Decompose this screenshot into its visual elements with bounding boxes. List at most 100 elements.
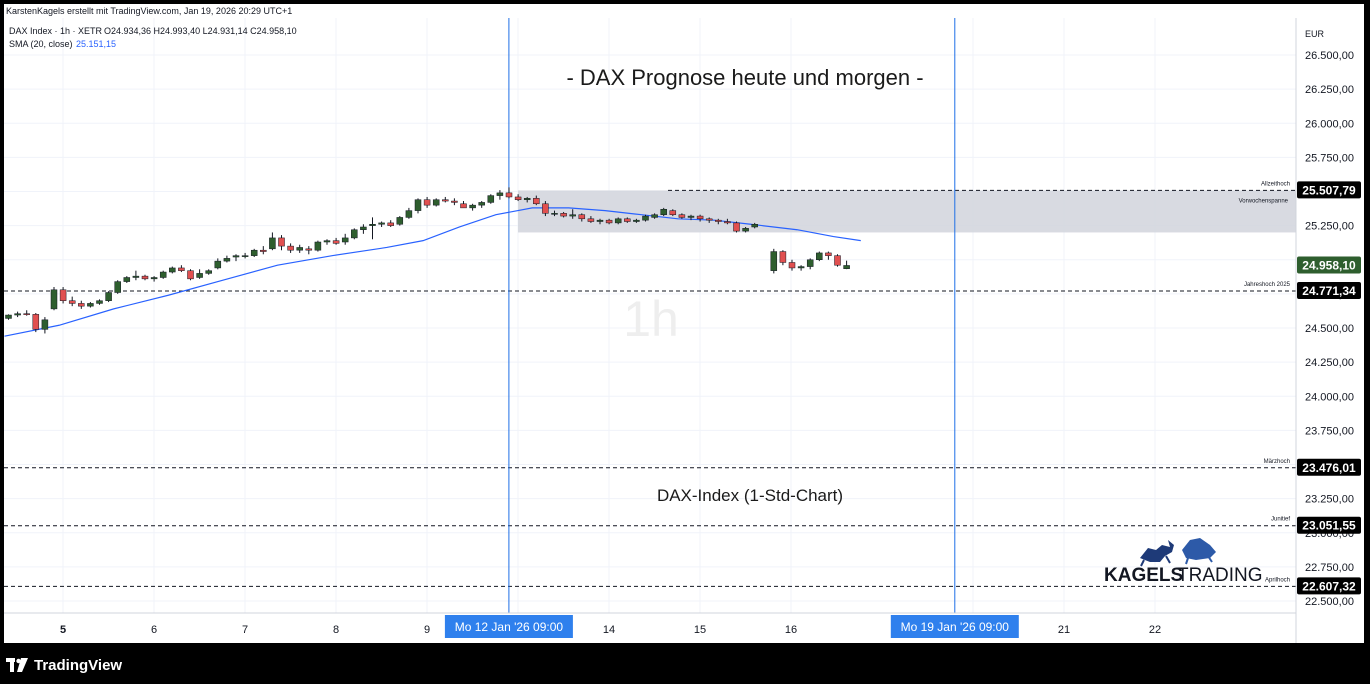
candle-body bbox=[560, 213, 567, 217]
date-marker-text: Mo 12 Jan '26 09:00 bbox=[455, 620, 564, 634]
candle-body bbox=[205, 270, 212, 274]
candle-body bbox=[241, 255, 249, 257]
candle-body bbox=[514, 196, 522, 200]
candle-body bbox=[387, 222, 394, 226]
price-tick-label: 26.000,00 bbox=[1305, 118, 1354, 130]
candle-body bbox=[59, 289, 67, 301]
candle-body bbox=[569, 214, 576, 217]
logo-wordmark-suffix: TRADING bbox=[1177, 565, 1263, 586]
time-tick-label: 7 bbox=[242, 624, 248, 636]
candle-body bbox=[614, 218, 622, 224]
watermark: 1h bbox=[623, 291, 679, 347]
legend-symbol[interactable]: DAX Index · 1h · XETR bbox=[9, 26, 103, 36]
time-tick-label: 8 bbox=[333, 624, 339, 636]
candle-body bbox=[178, 267, 185, 271]
legend-ohlc: O24.934,36 H24.993,40 L24.931,14 C24.958… bbox=[104, 26, 297, 36]
price-tick-label: 24.000,00 bbox=[1305, 391, 1354, 403]
candle-body bbox=[633, 219, 640, 222]
candle-body bbox=[41, 319, 49, 330]
candle-body bbox=[642, 215, 649, 221]
time-tick-label: 14 bbox=[603, 624, 615, 636]
level-price-tag bbox=[1297, 577, 1361, 595]
candle-body bbox=[578, 214, 586, 220]
bear-icon bbox=[1182, 538, 1216, 565]
candle-body bbox=[296, 247, 303, 251]
price-tick-label: 23.250,00 bbox=[1305, 494, 1354, 506]
candle-body bbox=[414, 199, 422, 211]
level-price-text: 23.051,55 bbox=[1302, 519, 1356, 533]
time-tick-label: 15 bbox=[694, 624, 706, 636]
candle-body bbox=[223, 258, 231, 262]
candle-body bbox=[696, 215, 704, 220]
time-tick-label: 6 bbox=[151, 624, 157, 636]
current-price-text: 24.958,10 bbox=[1302, 258, 1356, 272]
legend-sma-label[interactable]: SMA (20, close) bbox=[9, 39, 73, 49]
candle-body bbox=[816, 252, 823, 261]
level-lines: Allzeithoch Jahreshoch 2025 Märzhoch Juniti… bbox=[4, 181, 1296, 587]
price-tick-label: 26.250,00 bbox=[1305, 84, 1354, 96]
candle-body bbox=[214, 260, 222, 269]
level-name: Aprilhoch bbox=[1265, 577, 1290, 583]
candle-body bbox=[132, 275, 140, 278]
candle-body bbox=[834, 255, 841, 266]
current-price-tag bbox=[1297, 256, 1361, 274]
legend-sma-value: 25.151,15 bbox=[76, 39, 116, 49]
candle-body bbox=[323, 240, 331, 243]
price-tick-label: 24.250,00 bbox=[1305, 357, 1354, 369]
candle-body bbox=[232, 255, 240, 258]
candle-body bbox=[724, 221, 731, 224]
tradingview-brand[interactable]: TradingView bbox=[6, 652, 122, 678]
price-tick-label: 25.250,00 bbox=[1305, 221, 1354, 233]
candle-body bbox=[605, 219, 613, 224]
candle-body bbox=[14, 313, 21, 316]
level-name: Allzeithoch bbox=[1261, 181, 1290, 187]
candle-body bbox=[779, 251, 787, 263]
candle-body bbox=[751, 224, 758, 228]
candle-body bbox=[341, 237, 349, 243]
level-price-tag bbox=[1297, 181, 1361, 199]
candle-body bbox=[351, 229, 358, 239]
candle-body bbox=[169, 267, 176, 273]
candle-body bbox=[587, 218, 595, 222]
candle-body bbox=[396, 217, 404, 225]
price-tick-label: 24.500,00 bbox=[1305, 323, 1354, 335]
candle-body bbox=[314, 241, 322, 251]
price-tick-label: 22.750,00 bbox=[1305, 562, 1354, 574]
tradingview-logo-icon bbox=[6, 658, 28, 672]
level-name: Märzhoch bbox=[1264, 459, 1290, 465]
range-zone: Vorwochenspanne bbox=[518, 190, 1296, 233]
candle-body bbox=[806, 259, 814, 267]
price-tick-label: 22.500,00 bbox=[1305, 596, 1354, 608]
level-name: Jahreshoch 2025 bbox=[1244, 282, 1291, 288]
candle-body bbox=[87, 303, 94, 307]
candle-body bbox=[332, 240, 340, 244]
candle-body bbox=[278, 237, 285, 247]
date-marker-text: Mo 19 Jan '26 09:00 bbox=[901, 620, 1010, 634]
range-zone-label: Vorwochenspanne bbox=[1239, 198, 1289, 204]
candle-body bbox=[705, 218, 713, 221]
candle-body bbox=[669, 210, 677, 215]
time-tick-label: 21 bbox=[1058, 624, 1070, 636]
candle-body bbox=[123, 277, 131, 282]
candle-body bbox=[770, 251, 778, 271]
time-axis[interactable]: 5678913141516202122Mo 12 Jan '26 09:00Mo… bbox=[60, 615, 1161, 638]
candles bbox=[5, 187, 850, 334]
candle-body bbox=[788, 262, 796, 269]
level-price-tag bbox=[1297, 458, 1361, 476]
currency-label[interactable]: EUR bbox=[1305, 29, 1325, 39]
candle-body bbox=[23, 313, 30, 315]
candle-body bbox=[651, 214, 658, 218]
level-price-text: 24.771,34 bbox=[1302, 284, 1356, 298]
candle-body bbox=[451, 200, 458, 203]
candle-body bbox=[105, 292, 112, 301]
candle-body bbox=[742, 228, 749, 232]
candle-body bbox=[50, 289, 58, 310]
candle-body bbox=[523, 198, 531, 200]
candle-body bbox=[305, 248, 313, 251]
tradingview-wordmark: TradingView bbox=[34, 656, 123, 674]
candle-body bbox=[378, 222, 385, 225]
level-name: Junitief bbox=[1271, 517, 1290, 523]
candle-body bbox=[269, 237, 276, 250]
candle-body bbox=[843, 265, 850, 269]
